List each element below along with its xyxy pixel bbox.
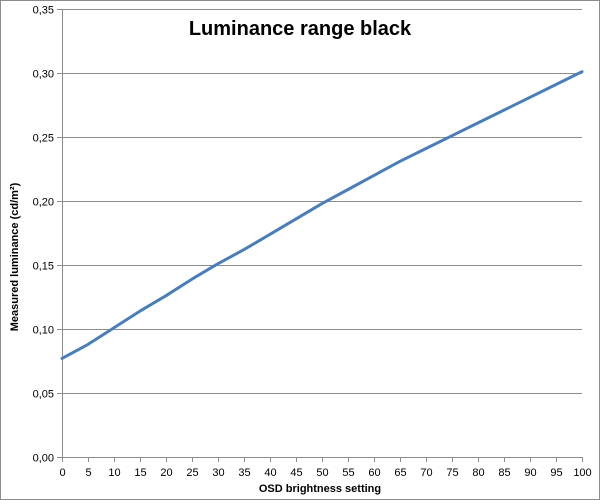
x-tick-label: 95 (550, 467, 562, 479)
x-tick-label: 20 (160, 467, 172, 479)
x-tick-label: 100 (573, 467, 591, 479)
x-tick-label: 35 (238, 467, 250, 479)
x-tick-label: 15 (134, 467, 146, 479)
series-group (62, 72, 582, 359)
y-tick-label: 0,00 (33, 453, 54, 465)
x-tick-label: 70 (420, 467, 432, 479)
x-tick-label: 30 (212, 467, 224, 479)
x-tick-label: 5 (85, 467, 91, 479)
x-tick-label: 75 (446, 467, 458, 479)
x-tick-label: 85 (498, 467, 510, 479)
y-tick-label: 0,15 (33, 261, 54, 273)
x-tick-label: 45 (290, 467, 302, 479)
x-tick-label: 65 (394, 467, 406, 479)
gridlines (62, 10, 582, 394)
x-tick-label: 40 (264, 467, 276, 479)
x-tick-label: 80 (472, 467, 484, 479)
axes (57, 9, 583, 462)
x-tick-label: 25 (186, 467, 198, 479)
chart-title: Luminance range black (189, 18, 412, 40)
x-tick-label: 0 (59, 467, 65, 479)
x-tick-label: 55 (342, 467, 354, 479)
y-tick-labels: 0,00 0,05 0,10 0,15 0,20 0,25 0,30 0,35 (33, 5, 54, 465)
series-line-0 (62, 72, 582, 359)
y-tick-label: 0,35 (33, 5, 54, 17)
x-tick-labels: 0 5 10 15 20 25 30 35 40 45 50 55 60 65 70 75 80 85 90 95 10… (59, 467, 591, 479)
y-tick-label: 0,10 (33, 325, 54, 337)
y-tick-label: 0,05 (33, 389, 54, 401)
y-tick-label: 0,25 (33, 133, 54, 145)
y-axis-title: Measured luminance (cd/m²) (9, 182, 21, 331)
y-tick-label: 0,20 (33, 197, 54, 209)
x-tick-label: 50 (316, 467, 328, 479)
x-tick-label: 60 (368, 467, 380, 479)
x-axis-title: OSD brightness setting (259, 483, 381, 495)
x-tick-label: 10 (108, 467, 120, 479)
y-tick-label: 0,30 (33, 69, 54, 81)
x-tick-label: 90 (524, 467, 536, 479)
